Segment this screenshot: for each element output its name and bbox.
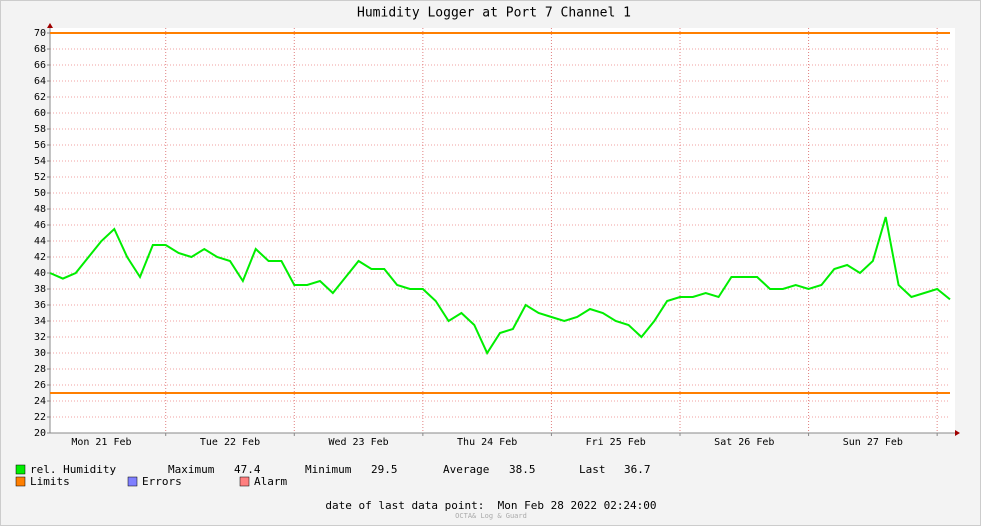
y-tick-label: 48	[34, 204, 46, 215]
x-tick-label: Fri 25 Feb	[586, 437, 646, 448]
y-tick-label: 22	[34, 412, 46, 423]
x-tick-label: Sat 26 Feb	[714, 437, 774, 448]
x-axis-arrow	[955, 430, 960, 436]
legend-label: Errors	[142, 475, 182, 488]
plot-area	[50, 28, 955, 433]
y-tick-label: 58	[34, 124, 46, 135]
y-tick-label: 46	[34, 220, 46, 231]
y-tick-label: 64	[34, 76, 46, 87]
stat-label: Last	[579, 463, 606, 476]
y-tick-label: 20	[34, 428, 46, 439]
y-tick-label: 36	[34, 300, 46, 311]
y-tick-label: 26	[34, 380, 46, 391]
y-axis-arrow	[47, 23, 53, 28]
y-tick-label: 70	[34, 28, 46, 39]
y-tick-label: 32	[34, 332, 46, 343]
y-tick-label: 62	[34, 92, 46, 103]
stat-value: 36.7	[624, 463, 651, 476]
footer: date of last data point: Mon Feb 28 2022…	[325, 499, 656, 512]
y-tick-label: 42	[34, 252, 46, 263]
x-tick-label: Wed 23 Feb	[328, 437, 388, 448]
legend-label: rel. Humidity	[30, 463, 116, 476]
y-tick-label: 50	[34, 188, 46, 199]
x-tick-label: Sun 27 Feb	[843, 437, 903, 448]
x-tick-label: Thu 24 Feb	[457, 437, 517, 448]
legend-swatch	[15, 464, 26, 475]
x-tick-label: Tue 22 Feb	[200, 437, 260, 448]
legend-label: Alarm	[254, 475, 287, 488]
credit: OCTA& Log & Guard	[455, 512, 527, 520]
stat-label: Average	[443, 463, 489, 476]
stat-label: Minimum	[305, 463, 352, 476]
y-tick-label: 56	[34, 140, 46, 151]
y-tick-label: 40	[34, 268, 46, 279]
legend-swatch	[239, 476, 250, 487]
data-line	[49, 216, 951, 356]
y-tick-label: 52	[34, 172, 46, 183]
legend-swatch	[127, 476, 138, 487]
y-tick-label: 34	[34, 316, 46, 327]
legend-label: Limits	[30, 475, 70, 488]
stat-value: 47.4	[234, 463, 261, 476]
y-tick-label: 30	[34, 348, 46, 359]
chart-title: Humidity Logger at Port 7 Channel 1	[357, 6, 631, 21]
y-tick-label: 24	[34, 396, 46, 407]
y-tick-label: 60	[34, 108, 46, 119]
y-tick-label: 66	[34, 60, 46, 71]
y-tick-label: 28	[34, 364, 46, 375]
y-tick-label: 38	[34, 284, 46, 295]
stat-value: 29.5	[371, 463, 398, 476]
x-tick-label: Mon 21 Feb	[71, 437, 131, 448]
y-tick-label: 68	[34, 44, 46, 55]
legend-swatch	[15, 476, 26, 487]
stat-label: Maximum	[168, 463, 215, 476]
y-tick-label: 44	[34, 236, 46, 247]
y-tick-label: 54	[34, 156, 46, 167]
stat-value: 38.5	[509, 463, 536, 476]
